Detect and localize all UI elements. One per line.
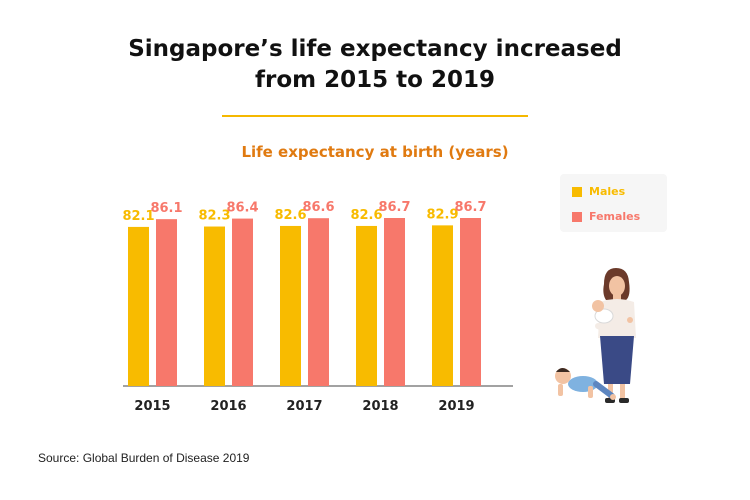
title-divider [222, 115, 528, 117]
x-tick-label-2018: 2018 [362, 399, 398, 414]
chart-legend: Males Females [560, 174, 667, 232]
page-title: Singapore’s life expectancy increased fr… [0, 34, 750, 96]
x-tick-label-2015: 2015 [134, 399, 170, 414]
data-label-males-2019: 82.9 [426, 207, 458, 222]
title-line-1: Singapore’s life expectancy increased [128, 36, 622, 62]
chart-title: Life expectancy at birth (years) [241, 143, 509, 161]
bar-males-2016 [204, 226, 225, 386]
data-label-females-2018: 86.7 [378, 200, 410, 215]
data-label-males-2016: 82.3 [198, 209, 230, 224]
legend-label-males: Males [589, 185, 626, 198]
x-tick-label-2016: 2016 [210, 399, 246, 414]
data-label-females-2019: 86.7 [454, 200, 486, 215]
legend-swatch-females [572, 211, 582, 222]
x-tick-label-2019: 2019 [438, 399, 474, 414]
data-label-females-2015: 86.1 [150, 201, 182, 216]
bar-females-2018 [384, 218, 405, 386]
bar-females-2015 [156, 219, 177, 386]
data-label-males-2018: 82.6 [350, 208, 382, 223]
data-label-females-2016: 86.4 [226, 201, 258, 216]
x-tick-label-2017: 2017 [286, 399, 322, 414]
data-label-males-2017: 82.6 [274, 208, 306, 223]
bar-males-2019 [432, 225, 453, 386]
bar-females-2019 [460, 218, 481, 386]
bar-males-2018 [356, 225, 377, 386]
legend-swatch-males [572, 186, 582, 197]
bar-males-2017 [280, 225, 301, 386]
crawling-baby-icon [555, 368, 616, 400]
legend-label-females: Females [589, 210, 641, 223]
data-label-males-2015: 82.1 [122, 209, 154, 224]
legend-item-females: Females [572, 210, 640, 223]
legend-item-males: Males [572, 185, 625, 198]
bar-females-2017 [308, 218, 329, 386]
title-line-2: from 2015 to 2019 [255, 67, 495, 93]
data-label-females-2017: 86.6 [302, 200, 334, 215]
bar-females-2016 [232, 218, 253, 386]
bar-males-2015 [128, 226, 149, 386]
source-note: Source: Global Burden of Disease 2019 [38, 451, 250, 465]
